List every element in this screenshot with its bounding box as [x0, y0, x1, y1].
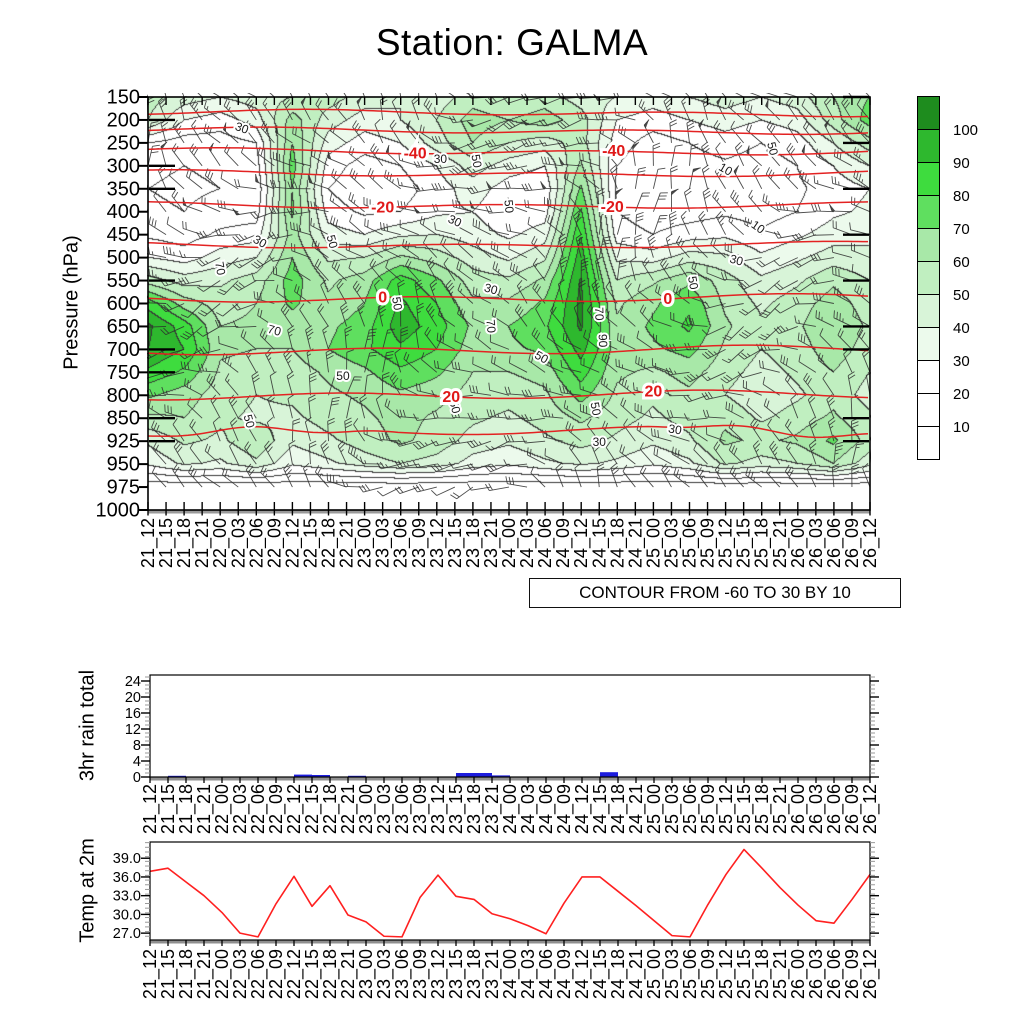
colorbar-cell [917, 261, 940, 295]
contour-note-text: CONTOUR FROM -60 TO 30 BY 10 [579, 583, 851, 602]
colorbar-cell [917, 195, 940, 229]
colorbar-tick-label: 30 [953, 353, 970, 370]
contour-note-box: CONTOUR FROM -60 TO 30 BY 10 [529, 578, 901, 608]
colorbar-legend [917, 96, 940, 460]
colorbar-tick-label: 70 [953, 221, 970, 238]
colorbar-cell [917, 426, 940, 460]
colorbar-cell [917, 393, 940, 427]
colorbar-tick-label: 40 [953, 320, 970, 337]
colorbar-cell [917, 96, 940, 130]
colorbar-cell [917, 360, 940, 394]
colorbar-cell [917, 162, 940, 196]
pressure-axis-title: Pressure (hPa) [60, 235, 83, 370]
colorbar-tick-label: 50 [953, 287, 970, 304]
colorbar-tick-label: 20 [953, 386, 970, 403]
colorbar-tick-label: 100 [953, 122, 979, 139]
colorbar-cell [917, 294, 940, 328]
colorbar-cell [917, 129, 940, 163]
page-title: Station: GALMA [375, 22, 649, 63]
colorbar-tick-label: 10 [953, 419, 970, 436]
colorbar-tick-label: 80 [953, 188, 970, 205]
colorbar-tick-label: 90 [953, 155, 970, 172]
colorbar-cell [917, 327, 940, 361]
colorbar-tick-label: 60 [953, 254, 970, 271]
colorbar-cell [917, 228, 940, 262]
temp-axis-title: Temp at 2m [76, 838, 99, 943]
